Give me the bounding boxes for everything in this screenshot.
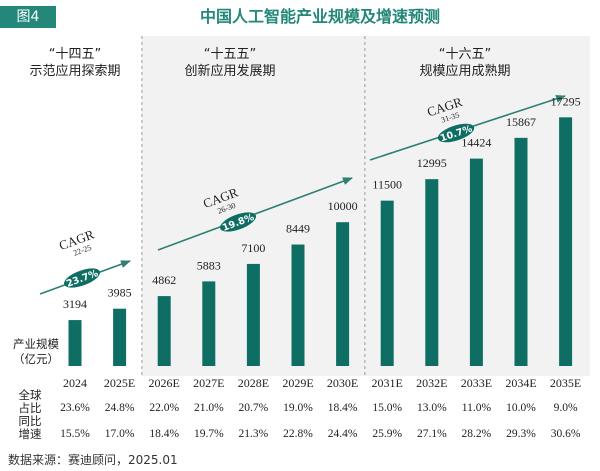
bar-value-2025E: 3985 (108, 286, 132, 300)
x-tick-2035E: 2035E (550, 376, 581, 390)
cagr-value-badge-3 (437, 123, 475, 143)
cagr-value-badge-1 (63, 268, 101, 288)
header: 图4 中国人工智能产业规模及增速预测 (0, 0, 600, 34)
table-row-label-1-line2: 占比 (19, 401, 42, 415)
figure-label: 图4 (0, 6, 56, 28)
table-cell-1-2031E: 15.0% (372, 402, 402, 414)
bar-2025E (113, 308, 127, 366)
chart-title: 中国人工智能产业规模及增速预测 (199, 7, 440, 26)
table-row-label-1-line1: 全球 (19, 388, 42, 402)
bar-value-labels: 3194 3985 4862 5883 7100 8449 10000 11500 12995 1… (63, 94, 581, 311)
bars (68, 117, 573, 366)
bar-value-2032E: 12995 (417, 156, 447, 170)
bar-2027E (202, 281, 216, 366)
table-cell-1-2024: 23.6% (60, 402, 90, 414)
bar-2026E (157, 296, 171, 366)
table-cell-2-2028E: 21.3% (239, 428, 269, 440)
table-cell-1-2029E: 19.0% (283, 402, 313, 414)
table-cell-2-2024: 15.5% (60, 428, 90, 440)
table-cell-1-2034E: 10.0% (506, 402, 536, 414)
table-cell-1-2035E: 9.0% (554, 402, 578, 414)
table-cell-1-2025E: 24.8% (105, 402, 135, 414)
period-name-3: “十六五” (439, 47, 491, 62)
period-headers: “十四五”示范应用探索期 “十五五”创新应用发展期 “十六五”规模应用成熟期 (29, 47, 510, 79)
period-subtitle-1: 示范应用探索期 (29, 63, 120, 79)
table-row-label-2-line2: 增速 (19, 427, 42, 441)
y-axis-label: 产业规模（亿元） (13, 337, 59, 366)
table-cell-2-2033E: 28.2% (462, 428, 492, 440)
table-cell-2-2025E: 17.0% (105, 428, 135, 440)
bar-value-2030E: 10000 (328, 199, 358, 213)
period-subtitle-3: 规模应用成熟期 (419, 63, 510, 79)
data-source: 数据来源：赛迪顾问，2025.01 (8, 453, 178, 467)
bar-2032E (425, 179, 439, 366)
x-tick-2033E: 2033E (461, 376, 492, 390)
table-cell-2-2029E: 22.8% (283, 428, 313, 440)
bar-value-2027E: 5883 (197, 258, 221, 272)
table-cell-1-2028E: 20.7% (239, 402, 269, 414)
x-tick-2034E: 2034E (505, 376, 536, 390)
x-tick-2028E: 2028E (238, 376, 269, 390)
bar-value-2029E: 8449 (286, 222, 310, 236)
x-tick-2027E: 2027E (193, 376, 224, 390)
x-tick-2032E: 2032E (416, 376, 447, 390)
bar-2035E (559, 117, 573, 366)
bar-value-2033E: 14424 (461, 136, 491, 150)
table-cell-1-2027E: 21.0% (194, 402, 224, 414)
x-tick-2029E: 2029E (282, 376, 313, 390)
table-row-label-2-line1: 同比 (19, 414, 42, 428)
cagr-arrow-2 (157, 177, 353, 251)
bar-2029E (291, 244, 305, 366)
bar-value-2034E: 15867 (506, 115, 536, 129)
bar-value-2031E: 11500 (372, 178, 402, 192)
x-tick-2030E: 2030E (327, 376, 358, 390)
table-cell-2-2026E: 18.4% (149, 428, 179, 440)
bar-2031E (380, 200, 394, 366)
period-subtitle-2: 创新应用发展期 (184, 63, 275, 79)
period-name-2: “十五五” (204, 47, 256, 62)
table-cell-1-2032E: 13.0% (417, 402, 447, 414)
bar-value-2026E: 4862 (152, 273, 176, 287)
table-cell-1-2030E: 18.4% (328, 402, 358, 414)
y-axis-label-line1: 产业规模 (13, 337, 59, 351)
x-tick-2025E: 2025E (104, 376, 135, 390)
table-cell-2-2027E: 19.7% (194, 428, 224, 440)
table-cell-2-2030E: 24.4% (328, 428, 358, 440)
table-cell-1-2026E: 22.0% (149, 402, 179, 414)
bar-value-2024: 3194 (63, 297, 87, 311)
bar-value-2035E: 17295 (551, 94, 581, 108)
table-cell-2-2035E: 30.6% (551, 428, 581, 440)
period-dividers (141, 36, 366, 376)
bar-2030E (336, 222, 350, 366)
bar-chart: “十四五”示范应用探索期 “十五五”创新应用发展期 “十六五”规模应用成熟期 CAG… (12, 36, 590, 441)
x-axis-tick-labels: 2024 2025E 2026E 2027E 2028E 2029E 2030E 2031E 2… (63, 376, 581, 390)
cagr-value-badge-2 (220, 212, 256, 232)
cagr-annotations: CAGR22-2523.7%CAGR26-3019.8%CAGR31-3510.… (39, 94, 566, 295)
bar-2024 (68, 320, 82, 366)
table-cell-2-2032E: 27.1% (417, 428, 447, 440)
bar-2033E (469, 158, 483, 366)
bar-value-2028E: 7100 (241, 241, 265, 255)
y-axis-label-line2: （亿元） (13, 352, 59, 366)
x-tick-2026E: 2026E (149, 376, 180, 390)
bar-2028E (246, 263, 260, 366)
table-cell-2-2031E: 25.9% (372, 428, 402, 440)
table-cell-2-2034E: 29.3% (506, 428, 536, 440)
table-cell-1-2033E: 11.0% (462, 402, 492, 414)
bar-2034E (514, 137, 528, 366)
period-name-1: “十四五” (49, 47, 101, 62)
x-tick-2024: 2024 (63, 376, 87, 390)
x-tick-2031E: 2031E (372, 376, 403, 390)
